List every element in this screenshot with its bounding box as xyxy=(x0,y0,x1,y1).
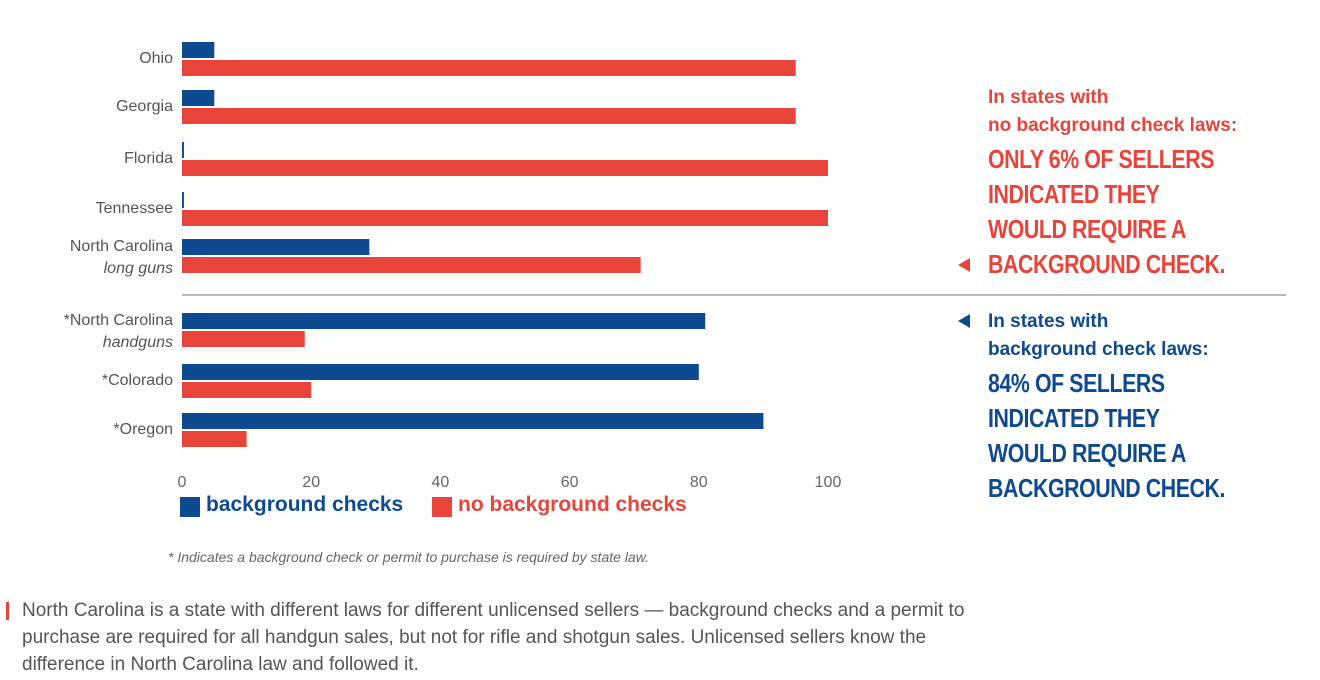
bar-background-checks-0 xyxy=(182,42,215,58)
bar-no-background-checks-0 xyxy=(182,60,796,76)
bar-no-background-checks-5 xyxy=(182,331,305,347)
category-label-0: Ohio xyxy=(139,50,173,67)
callout-no-laws-big4: BACKGROUND CHECK. xyxy=(988,249,1226,279)
category-label-1: Georgia xyxy=(116,98,173,115)
legend-label-no-background-checks: no background checks xyxy=(458,493,687,516)
bar-background-checks-3 xyxy=(182,192,184,208)
callout-no-laws-big3: WOULD REQUIRE A xyxy=(988,214,1186,244)
bar-no-background-checks-3 xyxy=(182,210,828,226)
category-label-5: *North Carolina xyxy=(64,312,173,329)
category-sublabel-4: long guns xyxy=(104,260,173,277)
callout-no-laws: In states with no background check laws:… xyxy=(988,84,1308,282)
bar-chart: Ohio Georgia Florida Tennessee North Carolin… xyxy=(64,42,842,491)
bar-background-checks-2 xyxy=(182,142,184,158)
category-label-6: *Colorado xyxy=(102,372,173,389)
legend-label-background-checks: background checks xyxy=(206,493,404,516)
bar-background-checks-7 xyxy=(182,413,764,429)
legend-swatch-background-checks xyxy=(180,497,200,517)
callout-no-laws-big1: ONLY 6% OF SELLERS xyxy=(988,144,1215,174)
x-axis-ticks: 0 20 40 60 80 100 xyxy=(178,474,842,491)
note-marker xyxy=(6,602,9,620)
bars-group xyxy=(182,42,828,447)
callout-with-laws: In states with background check laws: 84… xyxy=(988,308,1308,506)
bar-background-checks-4 xyxy=(182,239,370,255)
callout-with-laws-big4: BACKGROUND CHECK. xyxy=(988,473,1226,503)
bar-no-background-checks-4 xyxy=(182,257,641,273)
x-tick-label-0: 0 xyxy=(178,474,187,491)
group-divider xyxy=(182,294,1286,296)
bar-no-background-checks-6 xyxy=(182,382,312,398)
callout-with-laws-arrow-icon xyxy=(958,314,970,328)
callout-no-laws-line1: In states with xyxy=(988,87,1109,108)
category-sublabel-5: handguns xyxy=(103,334,173,351)
x-tick-label-1: 20 xyxy=(302,474,320,491)
footnote: * Indicates a background check or permit… xyxy=(168,549,649,565)
legend-swatch-no-background-checks xyxy=(432,497,452,517)
bar-background-checks-1 xyxy=(182,90,215,106)
callout-with-laws-big2: INDICATED THEY xyxy=(988,403,1160,433)
bar-background-checks-6 xyxy=(182,364,699,380)
north-carolina-note: North Carolina is a state with different… xyxy=(22,600,965,675)
x-tick-label-3: 60 xyxy=(561,474,579,491)
bar-no-background-checks-2 xyxy=(182,160,828,176)
callout-with-laws-line1: In states with xyxy=(988,311,1109,332)
callout-no-laws-line2: no background check laws: xyxy=(988,115,1238,136)
callout-no-laws-big2: INDICATED THEY xyxy=(988,179,1160,209)
category-label-2: Florida xyxy=(124,150,173,167)
callout-with-laws-big1: 84% OF SELLERS xyxy=(988,368,1165,398)
x-tick-label-4: 80 xyxy=(690,474,708,491)
x-tick-label-2: 40 xyxy=(432,474,450,491)
callout-with-laws-big3: WOULD REQUIRE A xyxy=(988,438,1186,468)
category-label-3: Tennessee xyxy=(96,200,173,217)
category-label-4: North Carolina xyxy=(70,238,173,255)
bar-background-checks-5 xyxy=(182,313,706,329)
callout-with-laws-line2: background check laws: xyxy=(988,339,1209,360)
callout-no-laws-arrow-icon xyxy=(958,258,970,272)
bar-no-background-checks-7 xyxy=(182,431,247,447)
category-labels: Ohio Georgia Florida Tennessee North Carolin… xyxy=(64,50,173,438)
category-label-7: *Oregon xyxy=(113,421,173,438)
bar-no-background-checks-1 xyxy=(182,108,796,124)
x-tick-label-5: 100 xyxy=(815,474,842,491)
